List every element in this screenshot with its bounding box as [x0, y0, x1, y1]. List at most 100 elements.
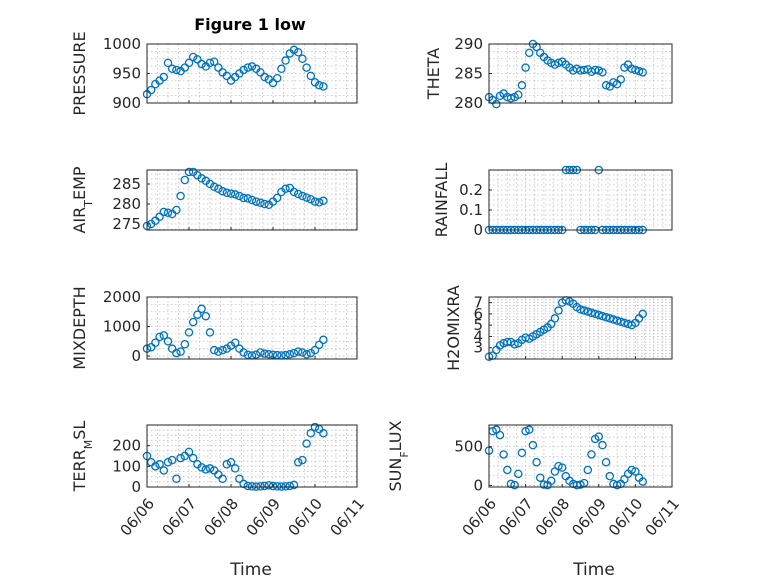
data-point: [197, 174, 206, 183]
data-point: [314, 81, 324, 90]
data-point: [289, 348, 299, 358]
data-point: [306, 71, 316, 81]
data-point: [616, 317, 626, 327]
data-point: [612, 480, 622, 490]
data-point: [197, 59, 206, 69]
data-point: [528, 440, 538, 450]
data-point: [293, 48, 303, 57]
data-point: [594, 310, 604, 320]
data-point: [230, 190, 240, 199]
data-point: [184, 58, 194, 68]
data-point: [298, 348, 307, 357]
data-point: [230, 338, 240, 348]
data-point: [503, 465, 512, 475]
y-tick-label: 290: [454, 35, 483, 53]
y-tick-label: 0: [131, 478, 141, 496]
data-point: [638, 477, 647, 486]
data-point: [201, 465, 211, 474]
data-point: [616, 75, 626, 84]
data-point: [517, 81, 527, 90]
data-point: [155, 212, 164, 222]
y-tick-label: 0: [473, 221, 483, 239]
axes-frame: [146, 296, 358, 360]
y-axis-label: H2OMIXRA: [444, 285, 463, 371]
data-point: [188, 317, 198, 327]
y-tick-label: 0.1: [459, 201, 483, 219]
data-point: [230, 464, 240, 473]
data-point: [209, 345, 219, 355]
data-point: [243, 350, 253, 360]
data-point: [277, 64, 286, 74]
data-point: [146, 85, 156, 95]
data-point: [176, 453, 185, 463]
data-point: [243, 481, 253, 491]
y-tick-label: 100: [112, 457, 141, 475]
air-temp-axes: 275 280 285 AIRTEMP: [70, 166, 358, 234]
data-point: [256, 68, 265, 77]
data-point: [222, 460, 232, 469]
axes-frame: [146, 424, 358, 488]
data-point: [319, 335, 328, 345]
data-point: [298, 455, 307, 465]
data-point: [539, 480, 549, 489]
data-point: [235, 474, 244, 483]
data-point: [492, 99, 501, 109]
x-tick-label: 06/09: [243, 495, 285, 540]
data-point: [247, 62, 257, 71]
data-point: [243, 194, 253, 203]
data-point: [293, 347, 303, 356]
data-point: [609, 315, 618, 324]
data-point: [172, 348, 181, 358]
y-tick-label: 3: [473, 339, 483, 357]
data-point: [289, 480, 299, 490]
data-point: [298, 191, 307, 201]
data-point: [180, 175, 190, 185]
data-point: [550, 314, 560, 323]
data-point: [319, 196, 328, 206]
y-tick-label: 2000: [103, 288, 141, 306]
data-point: [251, 197, 261, 206]
axes-frame: [488, 424, 673, 488]
data-point: [235, 191, 244, 201]
data-point: [239, 65, 248, 75]
data-point: [514, 90, 523, 99]
y-tick-label: 6: [473, 305, 483, 323]
data-point: [260, 481, 269, 491]
data-point: [163, 208, 173, 218]
data-point: [159, 331, 169, 340]
data-point: [281, 56, 290, 65]
data-point: [209, 182, 219, 192]
y-axis-label: AIRTEMP: [70, 166, 95, 233]
data-point: [256, 348, 265, 357]
data-point: [535, 473, 545, 482]
data-point: [620, 318, 629, 328]
data-point: [631, 467, 640, 476]
data-point: [193, 55, 202, 64]
data-point: [510, 480, 519, 490]
data-point: [298, 54, 307, 64]
data-point: [302, 193, 311, 202]
axes-frame: [488, 169, 673, 231]
data-point: [532, 457, 541, 467]
data-point: [151, 338, 160, 348]
data-point: [517, 448, 527, 458]
x-tick-label: 06/08: [201, 495, 243, 540]
data-point: [188, 453, 198, 463]
data-point: [197, 463, 206, 472]
mixdepth-axes: 0 1000 2000 MIXDEPTH: [70, 286, 358, 370]
y-tick-label: 0: [473, 476, 483, 494]
y-tick-label: 5: [473, 316, 483, 334]
data-point: [319, 429, 328, 438]
x-tick-label: 06/06: [117, 495, 159, 540]
data-point: [163, 457, 173, 467]
data-point: [590, 309, 600, 319]
data-point: [306, 194, 316, 204]
y-tick-label: 900: [112, 94, 141, 112]
data-point: [601, 457, 611, 467]
data-point: [264, 350, 274, 359]
data-point: [601, 313, 611, 322]
data-point: [260, 349, 269, 358]
data-point: [226, 457, 236, 467]
y-tick-label: 4: [473, 327, 483, 345]
y-tick-label: 285: [454, 65, 483, 83]
